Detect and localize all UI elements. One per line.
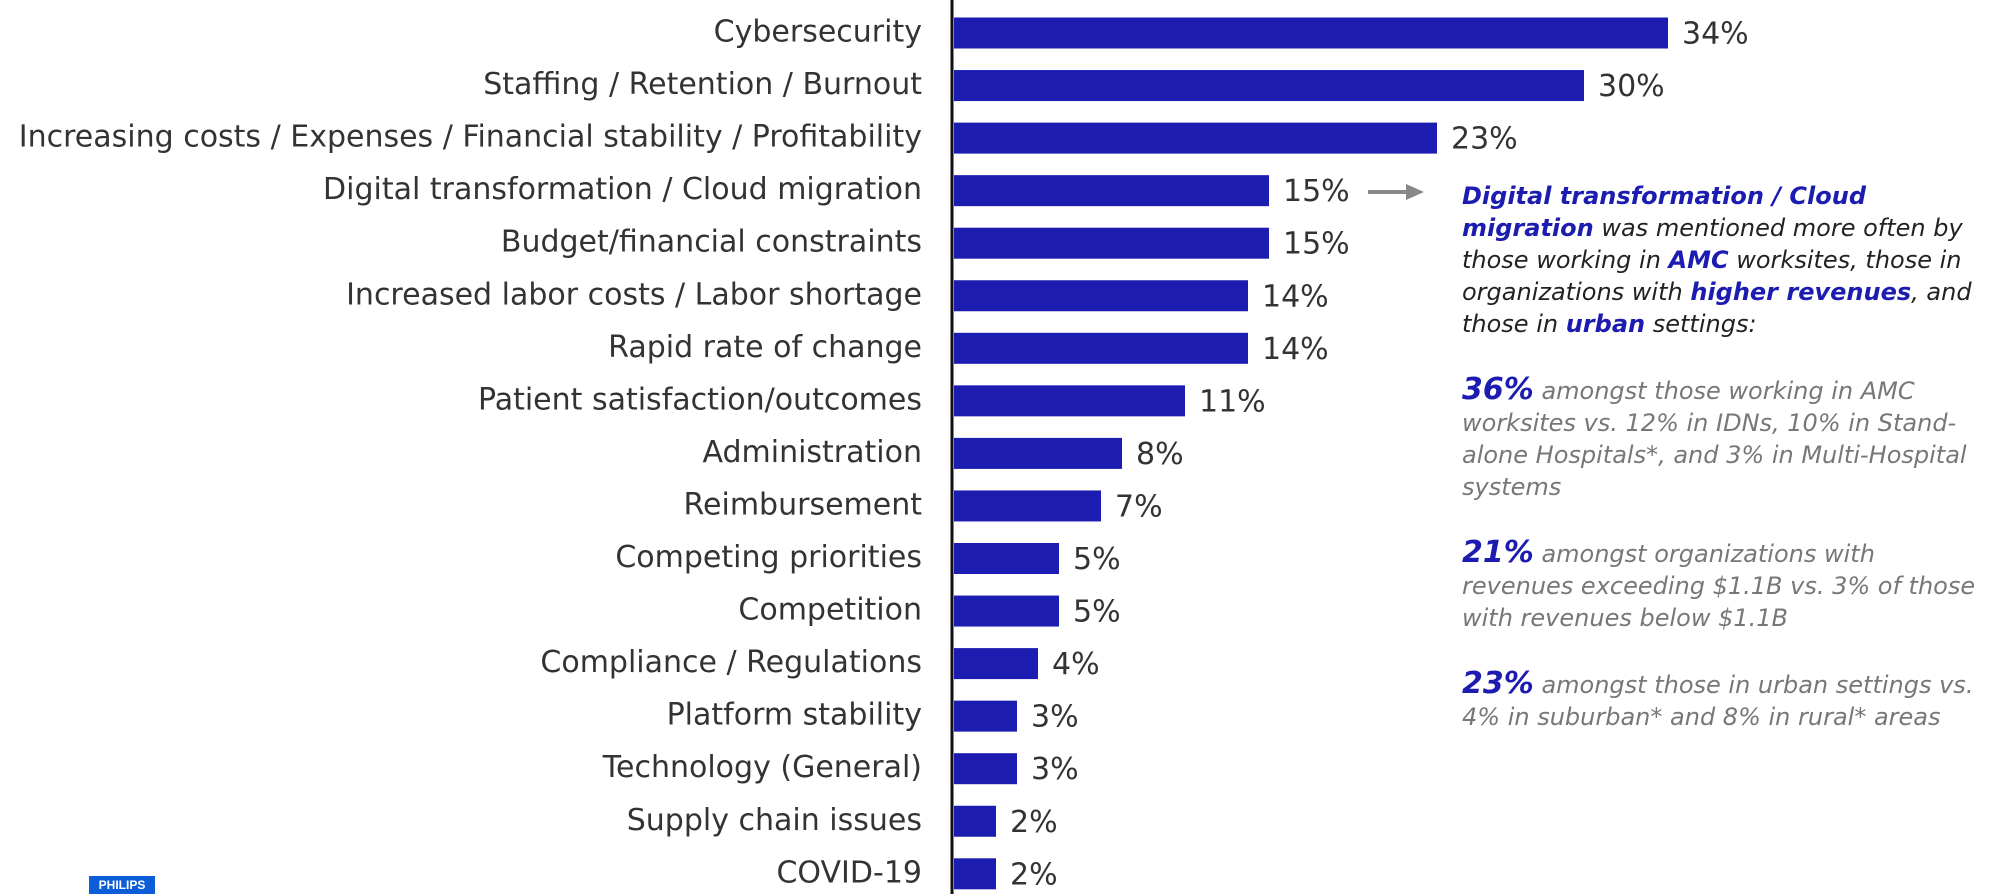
annotation-paragraph: 23% amongst those in urban settings vs. … (1462, 668, 1987, 733)
annotation-text: worksites, those in organizations with (1462, 246, 1962, 306)
annotation-text: amongst organizations with revenues exce… (1462, 540, 1976, 632)
annotation-text: was mentioned more often by those workin… (1462, 214, 1963, 274)
arrow-head (1406, 184, 1424, 200)
category-label: Staffing / Retention / Burnout (483, 67, 922, 102)
annotation: Digital transformation / Cloud migration… (1462, 180, 1987, 767)
bar (954, 700, 1017, 732)
category-label: COVID-19 (776, 855, 922, 890)
category-label: Administration (702, 435, 922, 470)
value-label: 15% (1283, 227, 1350, 262)
annotation-emphasis: 21% (1462, 535, 1534, 570)
category-label: Competition (738, 593, 922, 628)
bar (954, 175, 1269, 207)
category-label: Supply chain issues (627, 803, 922, 838)
category-label: Cybersecurity (714, 15, 922, 50)
value-label: 3% (1031, 752, 1079, 787)
value-label: 23% (1451, 122, 1518, 157)
bar (954, 490, 1101, 522)
value-label: 30% (1598, 69, 1665, 104)
bar (954, 122, 1437, 154)
category-label: Technology (General) (602, 750, 922, 785)
annotation-emphasis: 23% (1462, 666, 1534, 701)
annotation-paragraph: 36% amongst those working in AMC worksit… (1462, 374, 1987, 503)
bar (954, 280, 1248, 312)
category-label: Rapid rate of change (608, 330, 922, 365)
value-label: 14% (1262, 332, 1329, 367)
value-label: 34% (1682, 17, 1749, 52)
annotation-paragraph: 21% amongst organizations with revenues … (1462, 537, 1987, 634)
value-label: 5% (1073, 595, 1121, 630)
annotation-emphasis: 36% (1462, 372, 1534, 407)
category-label: Budget/financial constraints (501, 225, 922, 260)
value-label: 11% (1199, 384, 1266, 419)
category-label: Platform stability (667, 698, 922, 733)
value-label: 4% (1052, 647, 1100, 682)
annotation-text: , and those in (1462, 278, 1972, 338)
category-label: Compliance / Regulations (540, 645, 922, 680)
bar (954, 805, 996, 837)
category-label: Increasing costs / Expenses / Financial … (19, 120, 922, 155)
annotation-emphasis: higher revenues (1690, 278, 1912, 306)
bar (954, 595, 1059, 627)
value-label: 5% (1073, 542, 1121, 577)
annotation-emphasis: Digital transformation / Cloud migration (1462, 182, 1866, 242)
value-label: 3% (1031, 700, 1079, 735)
bar (954, 70, 1584, 102)
value-label: 7% (1115, 489, 1163, 524)
bar (954, 385, 1185, 417)
annotation-emphasis: urban (1565, 310, 1646, 338)
category-label: Patient satisfaction/outcomes (478, 382, 922, 417)
bar (954, 332, 1248, 364)
bar (954, 227, 1269, 259)
bar (954, 17, 1668, 49)
value-label: 2% (1010, 857, 1058, 892)
category-label: Reimbursement (684, 487, 923, 522)
annotation-paragraph: Digital transformation / Cloud migration… (1462, 180, 1987, 340)
value-label: 8% (1136, 437, 1184, 472)
bar (954, 648, 1038, 680)
category-label: Digital transformation / Cloud migration (323, 172, 922, 207)
category-label: Increased labor costs / Labor shortage (346, 277, 922, 312)
value-label: 15% (1283, 174, 1350, 209)
bar (954, 543, 1059, 574)
annotation-emphasis: AMC (1668, 246, 1729, 274)
annotation-text: settings: (1645, 310, 1757, 338)
bar (954, 437, 1122, 469)
value-label: 2% (1010, 805, 1058, 840)
bar (954, 858, 996, 890)
category-label: Competing priorities (615, 540, 922, 575)
annotation-text: amongst those in urban settings vs. 4% i… (1462, 671, 1974, 731)
logo: PHILIPS (89, 876, 155, 894)
annotation-text: amongst those working in AMC worksites v… (1462, 377, 1967, 501)
value-label: 14% (1262, 279, 1329, 314)
bar (954, 753, 1017, 785)
